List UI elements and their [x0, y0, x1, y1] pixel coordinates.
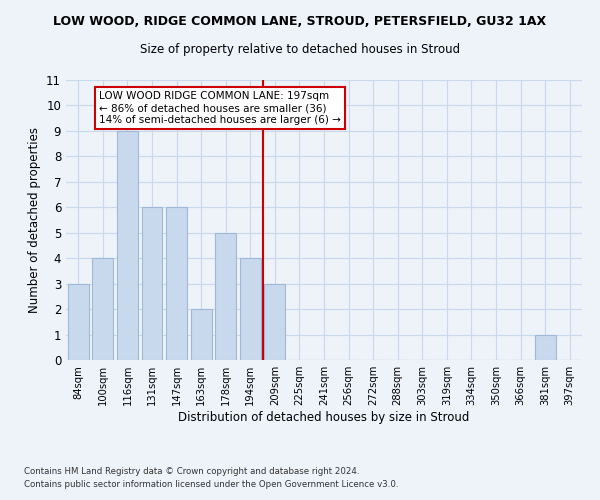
Bar — [142, 208, 163, 360]
Text: LOW WOOD, RIDGE COMMON LANE, STROUD, PETERSFIELD, GU32 1AX: LOW WOOD, RIDGE COMMON LANE, STROUD, PET… — [53, 15, 547, 28]
Text: Contains public sector information licensed under the Open Government Licence v3: Contains public sector information licen… — [24, 480, 398, 489]
Bar — [215, 232, 236, 360]
Bar — [265, 284, 286, 360]
Text: Size of property relative to detached houses in Stroud: Size of property relative to detached ho… — [140, 42, 460, 56]
Bar — [535, 334, 556, 360]
Bar — [117, 131, 138, 360]
Bar — [166, 208, 187, 360]
Text: LOW WOOD RIDGE COMMON LANE: 197sqm
← 86% of detached houses are smaller (36)
14%: LOW WOOD RIDGE COMMON LANE: 197sqm ← 86%… — [99, 92, 341, 124]
Bar — [240, 258, 261, 360]
Bar — [68, 284, 89, 360]
Y-axis label: Number of detached properties: Number of detached properties — [28, 127, 41, 313]
Bar — [92, 258, 113, 360]
X-axis label: Distribution of detached houses by size in Stroud: Distribution of detached houses by size … — [178, 411, 470, 424]
Bar — [191, 309, 212, 360]
Text: Contains HM Land Registry data © Crown copyright and database right 2024.: Contains HM Land Registry data © Crown c… — [24, 467, 359, 476]
